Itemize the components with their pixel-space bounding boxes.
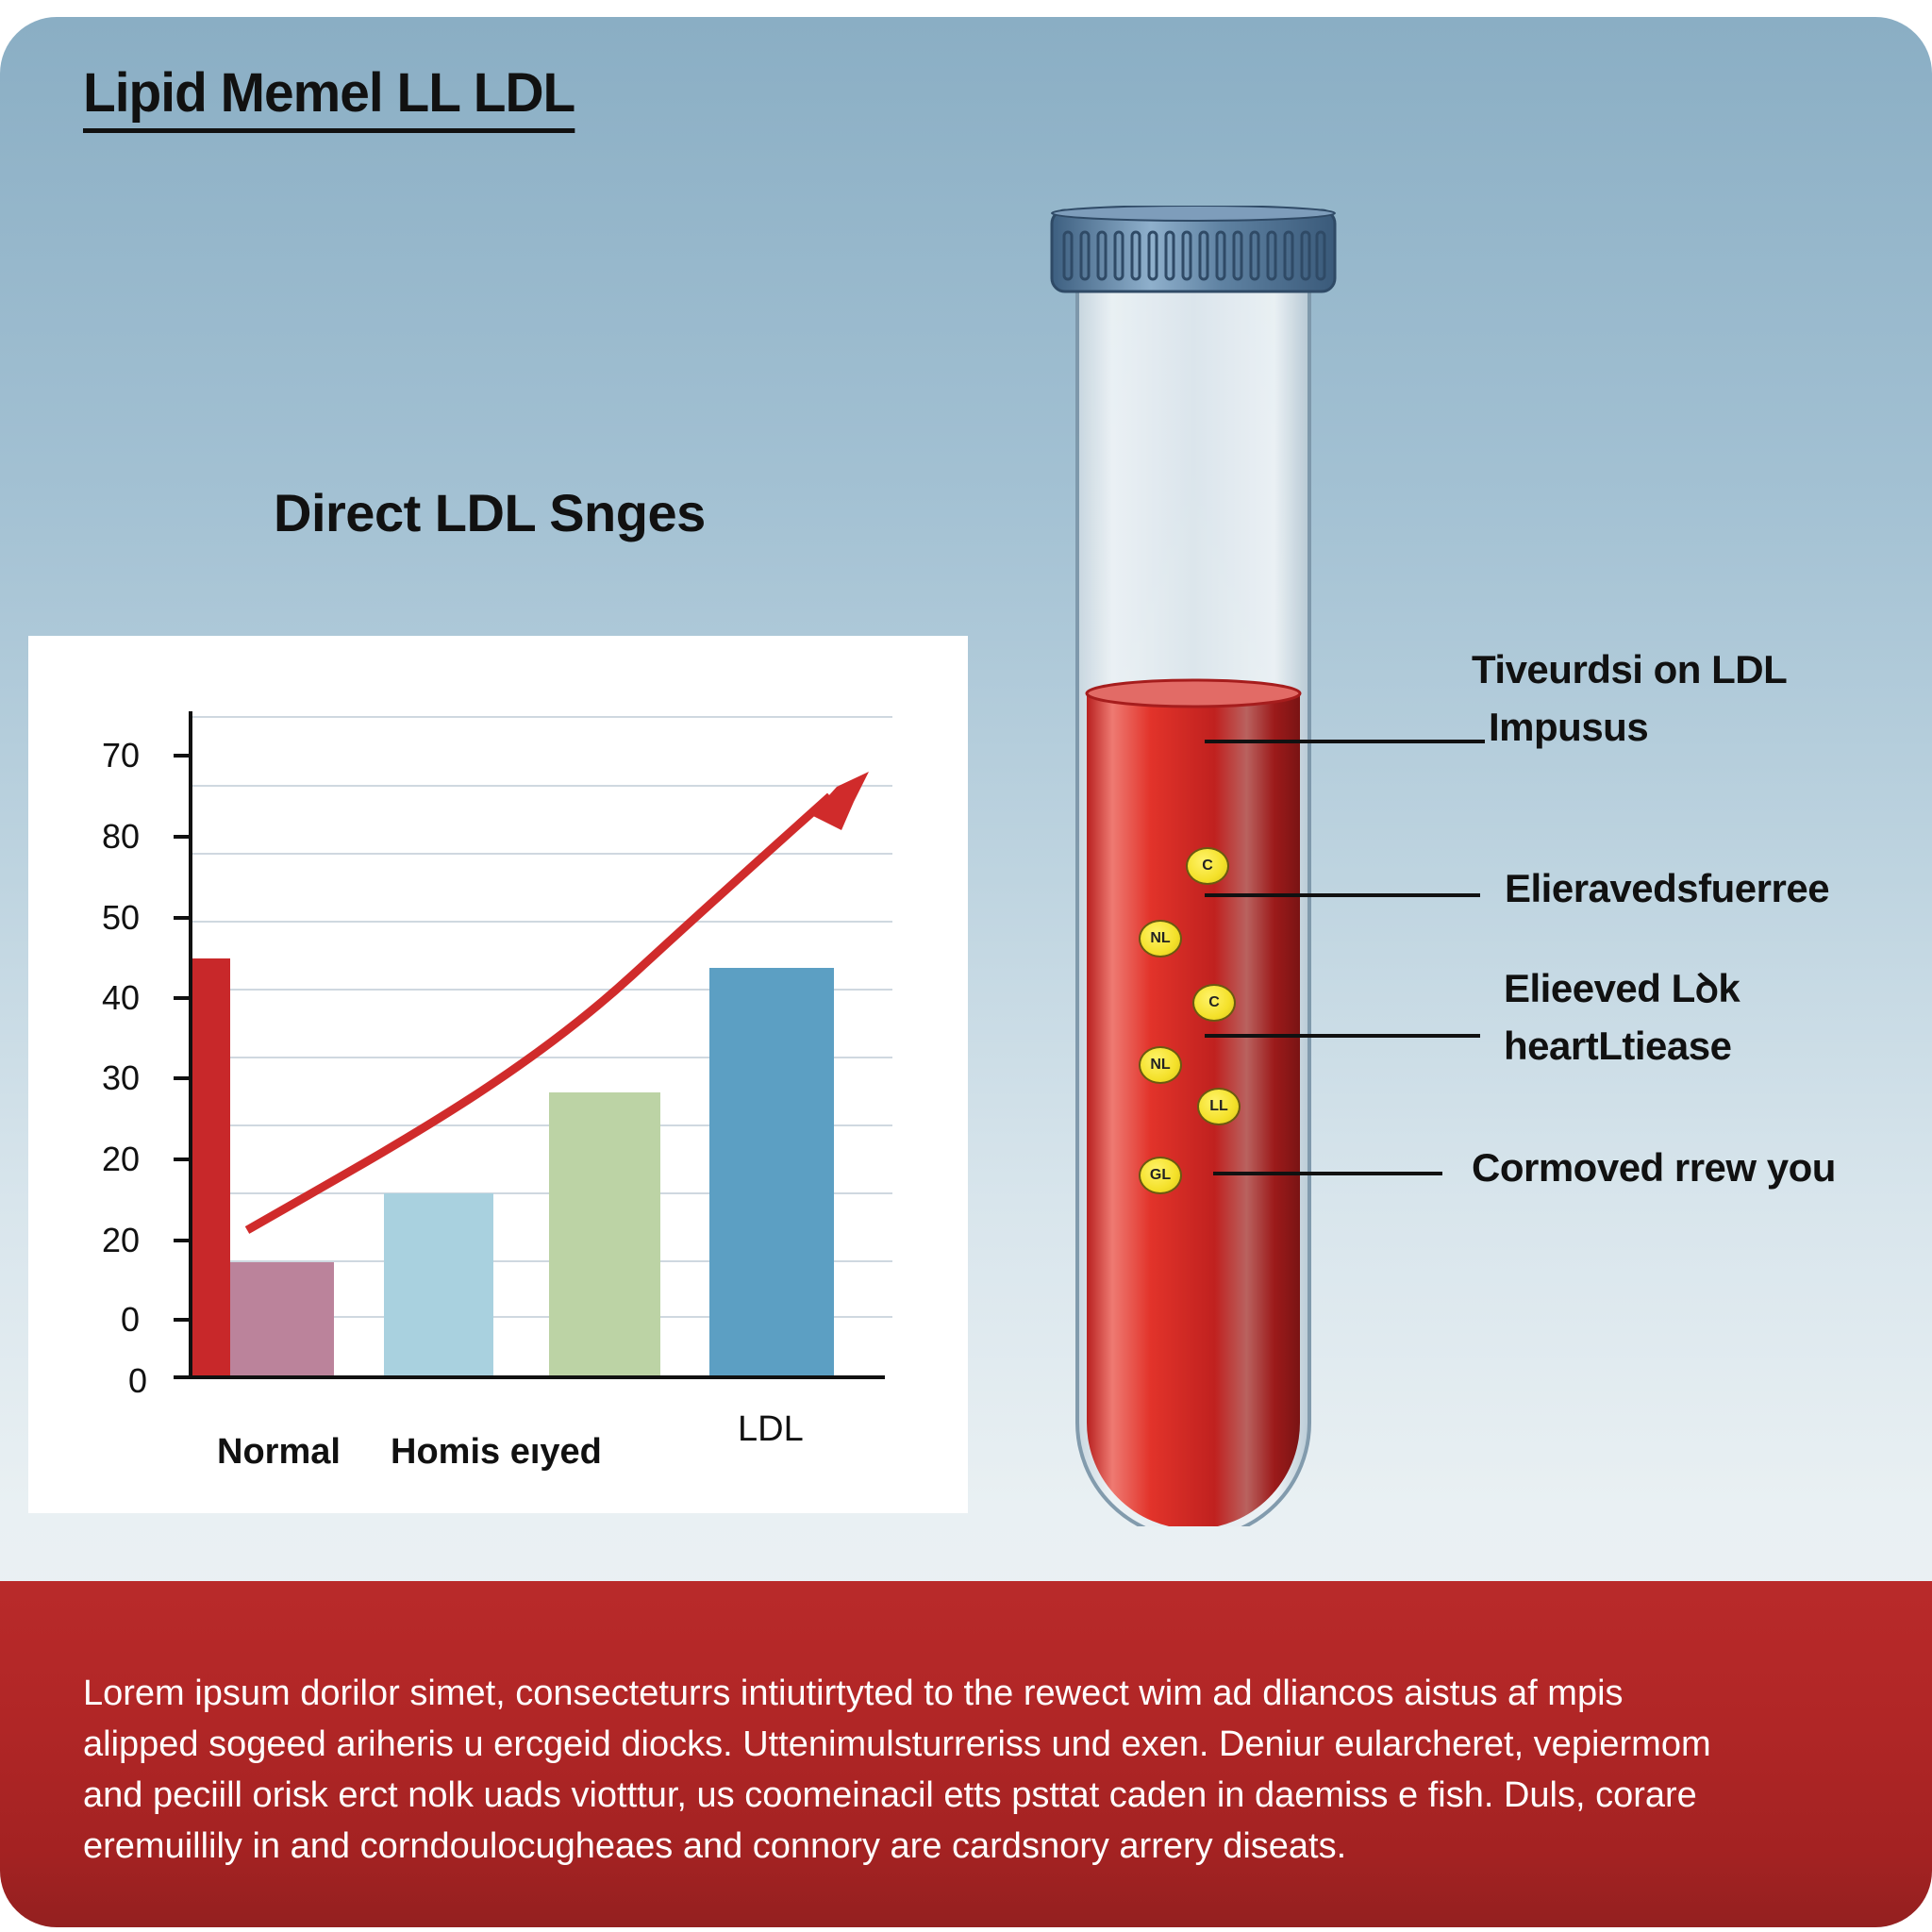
callout-label: Elieravedsfuerree <box>1505 866 1830 910</box>
bar-elevated <box>384 1193 493 1375</box>
callout-line <box>1205 1034 1480 1038</box>
callout-label: Cormoved rrew you <box>1472 1145 1836 1190</box>
particle-c-icon: C <box>1192 984 1236 1022</box>
callout-line <box>1213 1172 1442 1175</box>
callout-label: Elieeved Lꝺk heartLtiease <box>1504 966 1740 1068</box>
x-tick-label-ldl: LDL <box>738 1409 804 1449</box>
x-tick-label-normal: Normal <box>217 1432 341 1472</box>
arrow-head-icon <box>811 772 869 830</box>
infographic-card: Lipid Memel LL LDL Direct LDL Snges <box>0 17 1932 1927</box>
bar-green <box>549 1092 660 1375</box>
y-tick-label: 20 <box>101 1221 140 1259</box>
callout-line <box>1205 740 1485 743</box>
y-tick-label: 40 <box>101 978 140 1017</box>
bar-chart-panel: 70 80 50 40 30 20 20 0 0 Normal Homis eı… <box>28 636 968 1513</box>
page-title: Lipid Memel LL LDL <box>83 66 575 133</box>
bar-red <box>191 958 230 1375</box>
y-tick-label: 80 <box>101 817 140 856</box>
particle-gl-icon: GL <box>1139 1157 1182 1194</box>
x-tick-label-elevated: Homis eıyed <box>391 1432 602 1472</box>
description-footer: Lorem ipsum dorilor simet, consecteturrs… <box>0 1581 1932 1927</box>
particle-nl-icon: NL <box>1139 1046 1182 1084</box>
y-ticks <box>174 754 191 1322</box>
y-tick-label: 20 <box>101 1140 140 1178</box>
particle-nl-icon: NL <box>1139 920 1182 958</box>
bar-normal <box>230 1262 334 1375</box>
trend-arrow-icon <box>244 792 834 1234</box>
test-tube: C NL C NL LL GL <box>1038 205 1349 1541</box>
callout-line <box>1205 893 1480 897</box>
y-tick-label: 70 <box>101 736 140 774</box>
y-tick-label: 0 <box>120 1300 140 1339</box>
y-tick-label: 30 <box>101 1058 140 1097</box>
y-tick-label: 50 <box>101 898 140 937</box>
bar-chart <box>174 711 892 1379</box>
y-tick-label: 0 <box>127 1361 147 1400</box>
description-paragraph: Lorem ipsum dorilor simet, consecteturrs… <box>83 1674 1711 1866</box>
callout-label: Tiveurdsi on LDL Impusus <box>1472 647 1788 749</box>
particle-ll-icon: LL <box>1197 1088 1241 1125</box>
chart-title: Direct LDL Snges <box>274 483 706 542</box>
bar-ldl <box>709 968 834 1375</box>
particle-c-icon: C <box>1186 847 1229 885</box>
